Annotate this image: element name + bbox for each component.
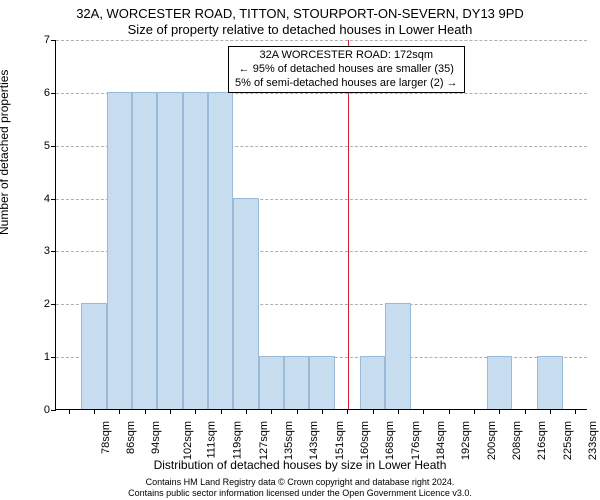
x-tick-mark [69,409,70,414]
histogram-bar [385,303,410,409]
x-tick-mark [297,409,298,414]
y-tick-label: 4 [44,193,50,205]
y-tick-label: 5 [44,140,50,152]
plot-area: 32A WORCESTER ROAD: 172sqm ← 95% of deta… [55,40,587,410]
x-tick-mark [423,409,424,414]
histogram-bar [107,92,132,409]
infobox-line3: 5% of semi-detached houses are larger (2… [235,77,458,91]
y-tick-mark [51,304,56,305]
chart-container: 32A, WORCESTER ROAD, TITTON, STOURPORT-O… [0,0,600,500]
histogram-bar [208,92,233,409]
x-tick-label: 233sqm [587,421,599,460]
histogram-bar [487,356,512,409]
x-tick-mark [449,409,450,414]
x-tick-label: 168sqm [384,421,396,460]
histogram-bar [284,356,309,409]
x-tick-label: 160sqm [359,421,371,460]
infobox-line2: ← 95% of detached houses are smaller (35… [235,63,458,77]
x-tick-mark [94,409,95,414]
footer-text: Contains HM Land Registry data © Crown c… [0,477,600,498]
y-tick-mark [51,93,56,94]
y-tick-mark [51,40,56,41]
info-box: 32A WORCESTER ROAD: 172sqm ← 95% of deta… [228,46,465,93]
x-tick-label: 86sqm [125,421,137,454]
histogram-bar [360,356,385,409]
y-tick-label: 1 [44,351,50,363]
x-tick-mark [373,409,374,414]
y-tick-mark [51,357,56,358]
x-tick-label: 200sqm [486,421,498,460]
x-tick-label: 176sqm [410,421,422,460]
histogram-bar [233,198,258,409]
x-tick-label: 135sqm [283,421,295,460]
chart-title-line2: Size of property relative to detached ho… [0,22,600,37]
x-tick-mark [347,409,348,414]
x-tick-label: 78sqm [100,421,112,454]
histogram-bar [309,356,334,409]
histogram-bar [183,92,208,409]
x-tick-label: 184sqm [435,421,447,460]
x-tick-mark [322,409,323,414]
x-tick-mark [170,409,171,414]
x-tick-mark [474,409,475,414]
y-tick-mark [51,410,56,411]
x-tick-mark [575,409,576,414]
x-tick-label: 119sqm [232,421,244,459]
x-tick-mark [271,409,272,414]
x-tick-label: 216sqm [536,421,548,460]
bars-layer [56,40,587,409]
x-tick-mark [119,409,120,414]
x-tick-mark [499,409,500,414]
x-tick-mark [398,409,399,414]
y-tick-label: 6 [44,87,50,99]
y-tick-label: 3 [44,245,50,257]
histogram-bar [132,92,157,409]
footer-line1: Contains HM Land Registry data © Crown c… [0,477,600,487]
footer-line2: Contains public sector information licen… [0,488,600,498]
y-axis-label: Number of detached properties [0,70,11,235]
x-axis-label: Distribution of detached houses by size … [0,458,600,472]
marker-line [348,40,349,409]
x-tick-label: 111sqm [206,421,218,459]
y-tick-mark [51,251,56,252]
x-tick-label: 151sqm [334,421,346,460]
x-tick-label: 192sqm [460,421,472,460]
histogram-bar [157,92,182,409]
y-tick-mark [51,146,56,147]
x-tick-label: 208sqm [511,421,523,460]
x-tick-mark [525,409,526,414]
y-tick-label: 2 [44,298,50,310]
infobox-line1: 32A WORCESTER ROAD: 172sqm [235,49,458,63]
y-tick-label: 7 [44,34,50,46]
y-tick-label: 0 [44,404,50,416]
x-tick-label: 143sqm [308,421,320,460]
y-tick-mark [51,199,56,200]
x-tick-mark [221,409,222,414]
histogram-bar [259,356,284,409]
chart-title-line1: 32A, WORCESTER ROAD, TITTON, STOURPORT-O… [0,6,600,21]
histogram-bar [537,356,562,409]
x-tick-mark [145,409,146,414]
x-tick-label: 225sqm [562,421,574,460]
x-tick-label: 127sqm [258,421,270,460]
x-tick-label: 94sqm [150,421,162,454]
histogram-bar [81,303,106,409]
x-tick-label: 102sqm [182,421,194,460]
x-tick-mark [195,409,196,414]
x-tick-mark [550,409,551,414]
x-tick-mark [246,409,247,414]
